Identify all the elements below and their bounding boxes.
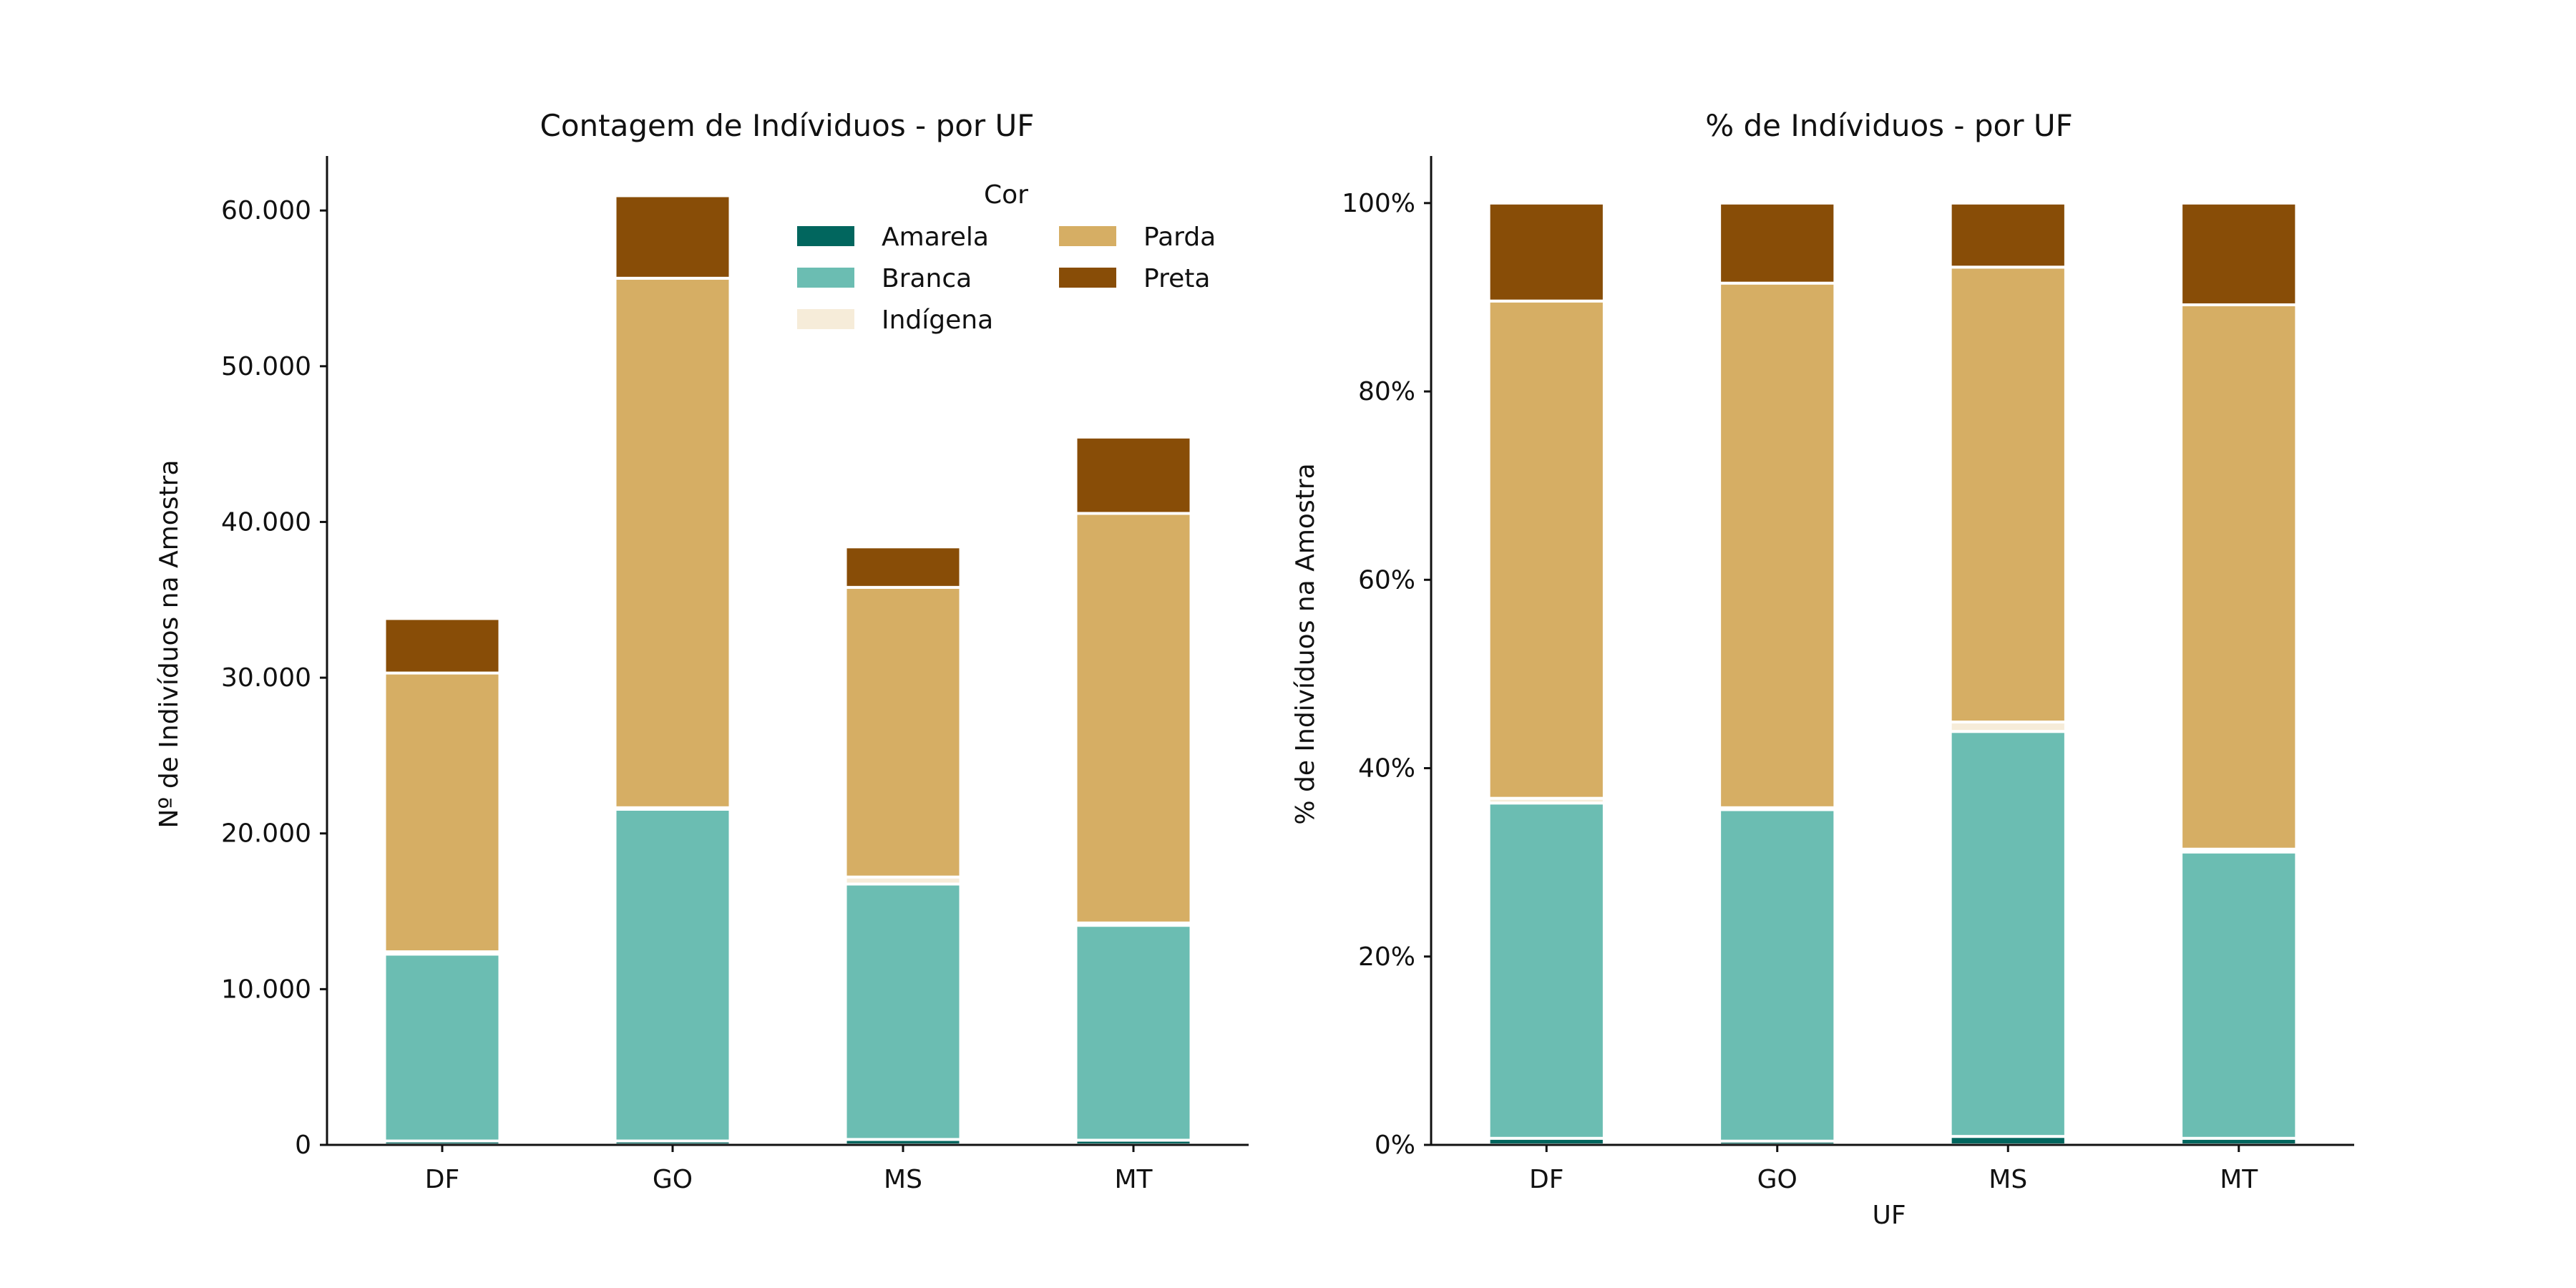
left-bar-go-parda	[613, 276, 732, 809]
right-x-tick-label: MT	[2220, 1165, 2258, 1194]
right-bar-ms-preta	[1948, 201, 2067, 269]
right-plot: DF GO MS MT 0% 20% 40% 60% 80% 100%	[1342, 156, 2354, 1194]
right-bar-df-branca	[1487, 801, 1606, 1140]
right-chart-title: % de Indíviduos - por UF	[1705, 108, 2073, 143]
right-bar-go-preta	[1718, 201, 1837, 285]
legend-swatch-preta	[1059, 268, 1116, 288]
legend-label-preta: Preta	[1143, 264, 1210, 293]
right-y-tick-label: 0%	[1375, 1131, 1415, 1160]
left-y-tick-label: 40.000	[221, 507, 311, 537]
right-bar-go-parda	[1718, 281, 1837, 809]
right-x-tick-label: GO	[1757, 1165, 1797, 1194]
legend-swatch-parda	[1059, 226, 1116, 246]
left-bar-mt-branca	[1074, 924, 1193, 1142]
left-bar-ms-parda	[844, 585, 962, 879]
right-x-axis-label: UF	[1872, 1201, 1906, 1230]
right-bar-mt-parda	[2180, 303, 2298, 851]
right-x-tick-label: DF	[1529, 1165, 1563, 1194]
right-bar-go-branca	[1718, 808, 1837, 1143]
right-y-tick-label: 60%	[1358, 565, 1415, 595]
right-bar-mt-branca	[2180, 850, 2298, 1140]
legend-label-amarela: Amarela	[882, 223, 989, 252]
right-y-tick-label: 40%	[1358, 754, 1415, 784]
left-x-tick-label: MT	[1114, 1165, 1153, 1194]
left-y-tick-label: 20.000	[221, 819, 311, 849]
right-y-tick-label: 100%	[1342, 189, 1415, 218]
legend: Amarela Branca Indígena Parda Preta	[797, 223, 1216, 335]
right-bar-df-preta	[1487, 201, 1606, 303]
legend-swatch-amarela	[797, 226, 854, 246]
left-y-tick-label: 10.000	[221, 975, 311, 1004]
left-x-tick-label: GO	[653, 1165, 693, 1194]
left-bar-ms-branca	[844, 882, 962, 1141]
right-bar-df-parda	[1487, 299, 1606, 800]
left-x-tick-label: MS	[884, 1165, 922, 1194]
left-y-tick-label: 50.000	[221, 352, 311, 381]
left-bar-go-branca	[613, 807, 732, 1143]
left-chart-title: Contagem de Indíviduos - por UF	[540, 108, 1035, 143]
right-y-axis-label: % de Indivíduos na Amostra	[1291, 463, 1320, 824]
left-y-tick-label: 30.000	[221, 663, 311, 693]
right-y-tick-label: 20%	[1358, 942, 1415, 972]
left-y-tick-label: 0	[295, 1131, 311, 1160]
left-bar-df-branca	[383, 952, 502, 1143]
left-y-tick-label: 60.000	[221, 196, 311, 225]
right-bar-ms-branca	[1948, 730, 2067, 1138]
right-x-tick-label: MS	[1989, 1165, 2027, 1194]
right-y-tick-label: 80%	[1358, 377, 1415, 406]
left-bar-mt-preta	[1074, 435, 1193, 515]
left-plot: DF GO MS MT 0 10.000 20.000 30.000 40.000 50.000 6…	[221, 156, 1249, 1194]
right-bar-mt-preta	[2180, 201, 2298, 306]
left-bar-df-preta	[383, 617, 502, 675]
legend-label-parda: Parda	[1143, 223, 1216, 252]
legend-swatch-indigena	[797, 309, 854, 329]
left-x-tick-label: DF	[425, 1165, 459, 1194]
left-bar-ms-preta	[844, 545, 962, 589]
legend-label-indigena: Indígena	[882, 306, 993, 335]
left-bar-go-preta	[613, 194, 732, 280]
right-bar-ms-parda	[1948, 265, 2067, 724]
legend-label-branca: Branca	[882, 264, 972, 293]
left-bar-mt-parda	[1074, 512, 1193, 924]
legend-title: Cor	[984, 180, 1028, 210]
left-y-axis-label: Nº de Indivíduos na Amostra	[155, 459, 184, 828]
legend-swatch-branca	[797, 268, 854, 288]
left-bar-df-parda	[383, 671, 502, 954]
